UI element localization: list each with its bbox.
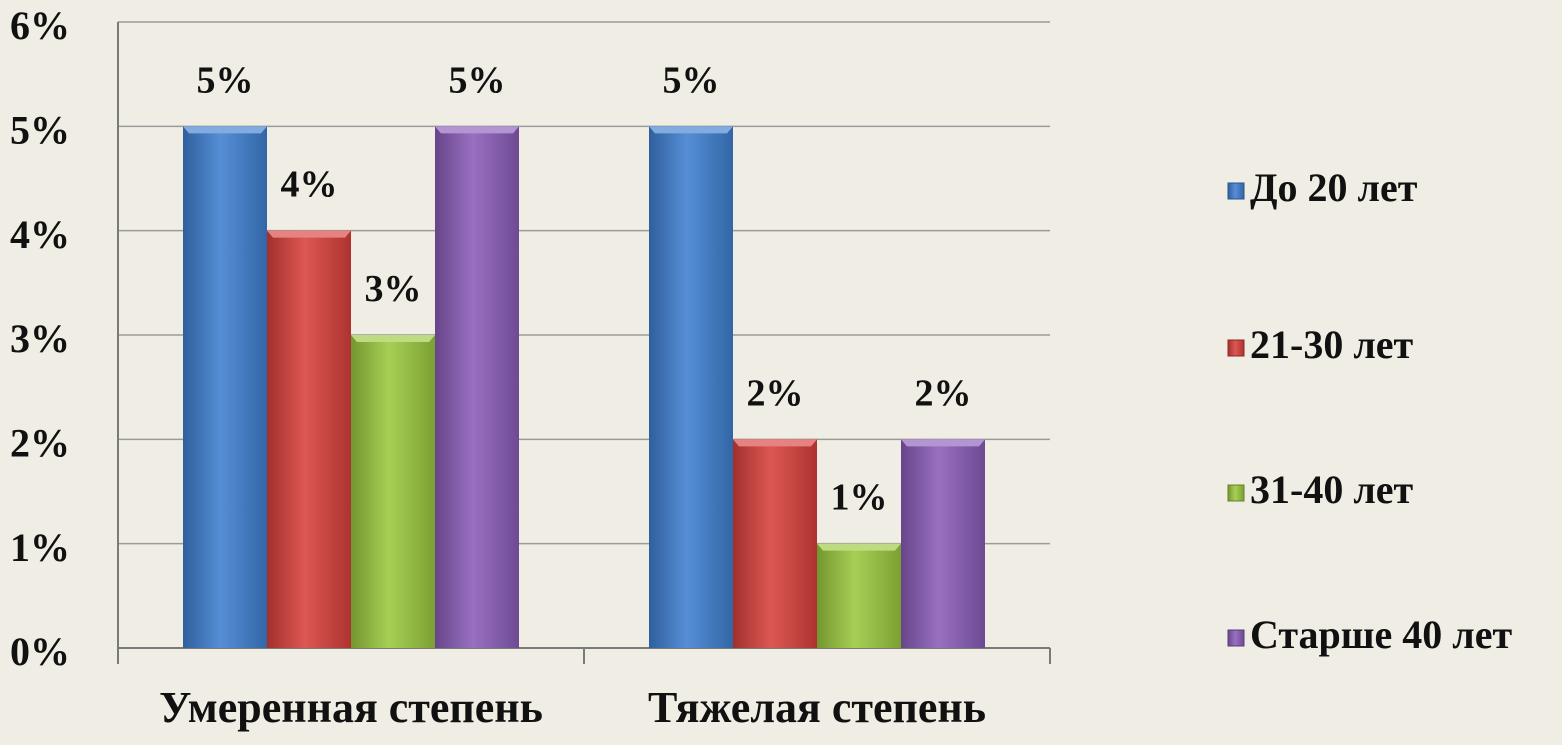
- legend-item: 21-30 лет: [1227, 322, 1414, 367]
- bar: [649, 126, 733, 649]
- legend-item: 31-40 лет: [1227, 467, 1414, 512]
- data-label: 2%: [915, 372, 972, 414]
- legend: До 20 лет 21-30 лет 31-40 лет Старше 40 лет: [1227, 165, 1512, 657]
- legend-label: Старше 40 лет: [1250, 612, 1512, 657]
- y-tick-label: 6%: [10, 3, 70, 48]
- legend-item: До 20 лет: [1227, 165, 1418, 210]
- data-label: 5%: [663, 59, 720, 101]
- y-tick-label: 4%: [10, 212, 70, 257]
- legend-label: До 20 лет: [1250, 165, 1418, 210]
- y-tick-label: 3%: [10, 316, 70, 361]
- data-label: 3%: [365, 268, 422, 310]
- bar: [901, 439, 985, 648]
- bar: [267, 230, 351, 648]
- bar: [351, 335, 435, 648]
- x-category-label: Тяжелая степень: [648, 683, 986, 732]
- bars: [183, 126, 985, 649]
- data-labels: 5% 4% 3% 5% 5% 2% 1% 2%: [197, 59, 972, 518]
- data-label: 2%: [747, 372, 804, 414]
- y-tick-label: 1%: [10, 525, 70, 570]
- data-label: 5%: [449, 59, 506, 101]
- data-label: 1%: [831, 477, 888, 519]
- legend-item: Старше 40 лет: [1227, 612, 1512, 657]
- bar: [733, 439, 817, 648]
- x-category-label: Умеренная степень: [159, 683, 543, 732]
- legend-label: 31-40 лет: [1250, 467, 1414, 512]
- bar: [817, 543, 901, 648]
- bar: [183, 126, 267, 649]
- y-tick-label: 0%: [10, 629, 70, 674]
- legend-swatch: [1227, 629, 1245, 647]
- y-tick-label: 2%: [10, 421, 70, 466]
- legend-swatch: [1227, 182, 1245, 200]
- y-tick-label: 5%: [10, 108, 70, 153]
- legend-swatch: [1227, 484, 1245, 502]
- legend-label: 21-30 лет: [1250, 322, 1414, 367]
- bar: [435, 126, 519, 649]
- legend-swatch: [1227, 339, 1245, 357]
- data-label: 4%: [281, 164, 338, 206]
- data-label: 5%: [197, 59, 254, 101]
